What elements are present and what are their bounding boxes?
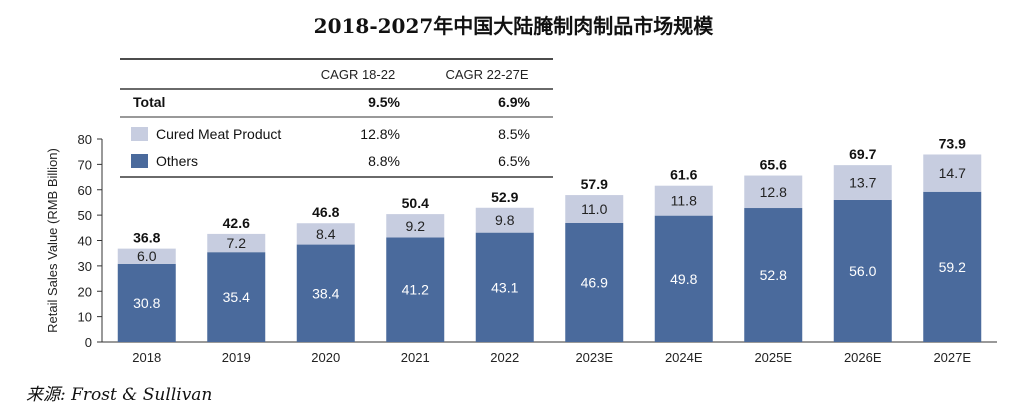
bar-others-label: 46.9 [581,274,608,290]
x-tick-label: 2022 [490,350,519,365]
x-tick-label: 2026E [844,350,882,365]
cagr-value-22-27: 6.9% [498,94,530,110]
cagr-value-18-22: 12.8% [360,126,400,142]
bar-total-label: 42.6 [223,215,250,231]
y-axis-title: Retail Sales Value (RMB Billion) [45,148,60,333]
bar-cured [207,233,266,253]
bar-total-label: 65.6 [760,157,787,173]
y-tick-label: 80 [78,132,92,147]
y-tick-label: 60 [78,183,92,198]
bar-others-label: 43.1 [491,279,518,295]
bar-others [296,244,355,342]
bar-total-label: 36.8 [133,230,160,246]
bar-cured [117,248,176,264]
bar-total-label: 46.8 [312,204,339,220]
bar-cured [744,175,803,209]
legend-swatch [131,154,148,168]
x-tick-label: 2020 [311,350,340,365]
x-tick-label: 2019 [222,350,251,365]
x-tick-label: 2027E [933,350,971,365]
x-tick-label: 2024E [665,350,703,365]
bar-others [207,252,266,342]
bar-others-label: 56.0 [849,263,876,279]
legend-swatch [131,127,148,141]
y-tick-label: 50 [78,208,92,223]
bar-total-label: 73.9 [939,135,966,151]
y-tick-label: 10 [78,310,92,325]
bar-total-label: 52.9 [491,189,518,205]
y-tick-label: 0 [85,335,92,350]
cagr-row-label: Others [156,153,198,169]
y-tick-label: 20 [78,284,92,299]
bar-others-label: 35.4 [223,289,250,305]
cagr-row-label: Total [133,94,165,110]
x-tick-label: 2023E [575,350,613,365]
bar-cured [565,195,624,223]
bar-cured-label: 8.4 [316,226,336,242]
bar-cured-label: 9.2 [406,218,426,234]
y-tick-label: 30 [78,259,92,274]
bar-total-label: 69.7 [849,146,876,162]
x-tick-label: 2018 [132,350,161,365]
cagr-header-2: CAGR 22-27E [445,67,528,82]
bar-others [475,232,534,342]
y-tick-label: 70 [78,157,92,172]
cagr-row-label: Cured Meat Product [156,126,281,142]
bar-others [923,191,982,342]
bar-cured-label: 12.8 [760,184,787,200]
bar-others-label: 49.8 [670,271,697,287]
bar-cured-label: 13.7 [849,175,876,191]
bar-cured [923,154,982,192]
bar-cured-label: 14.7 [939,165,966,181]
bar-cured [475,207,534,233]
cagr-header-1: CAGR 18-22 [321,67,395,82]
bar-others [744,208,803,342]
bar-others [386,237,445,342]
bar-cured-label: 6.0 [137,248,157,264]
cagr-value-18-22: 9.5% [368,94,400,110]
source-note: 来源: Frost & Sullivan [26,385,213,405]
bar-cured-label: 7.2 [227,235,247,251]
chart-title: 2018-2027年中国大陆腌制肉制品市场规模 [313,14,714,38]
bar-others-label: 30.8 [133,295,160,311]
bar-total-label: 57.9 [581,176,608,192]
bar-others-label: 41.2 [402,282,429,298]
cagr-value-22-27: 8.5% [498,126,530,142]
bar-cured-label: 11.0 [581,201,607,217]
bar-cured [296,223,355,245]
bar-total-label: 61.6 [670,167,697,183]
y-tick-label: 40 [78,234,92,249]
bar-others-label: 52.8 [760,267,787,283]
bar-total-label: 50.4 [402,195,429,211]
cagr-value-18-22: 8.8% [368,153,400,169]
bar-cured [654,185,713,216]
bar-cured-label: 9.8 [495,212,515,228]
bar-cured [833,165,892,200]
bar-others [833,199,892,342]
x-tick-label: 2021 [401,350,430,365]
bar-cured [386,214,445,238]
bar-others-label: 59.2 [939,259,966,275]
cagr-value-22-27: 6.5% [498,153,530,169]
bar-others [654,215,713,342]
bar-others [565,222,624,342]
x-tick-label: 2025E [754,350,792,365]
bar-others-label: 38.4 [312,285,339,301]
bar-others [117,263,176,342]
bar-cured-label: 11.8 [671,193,697,209]
